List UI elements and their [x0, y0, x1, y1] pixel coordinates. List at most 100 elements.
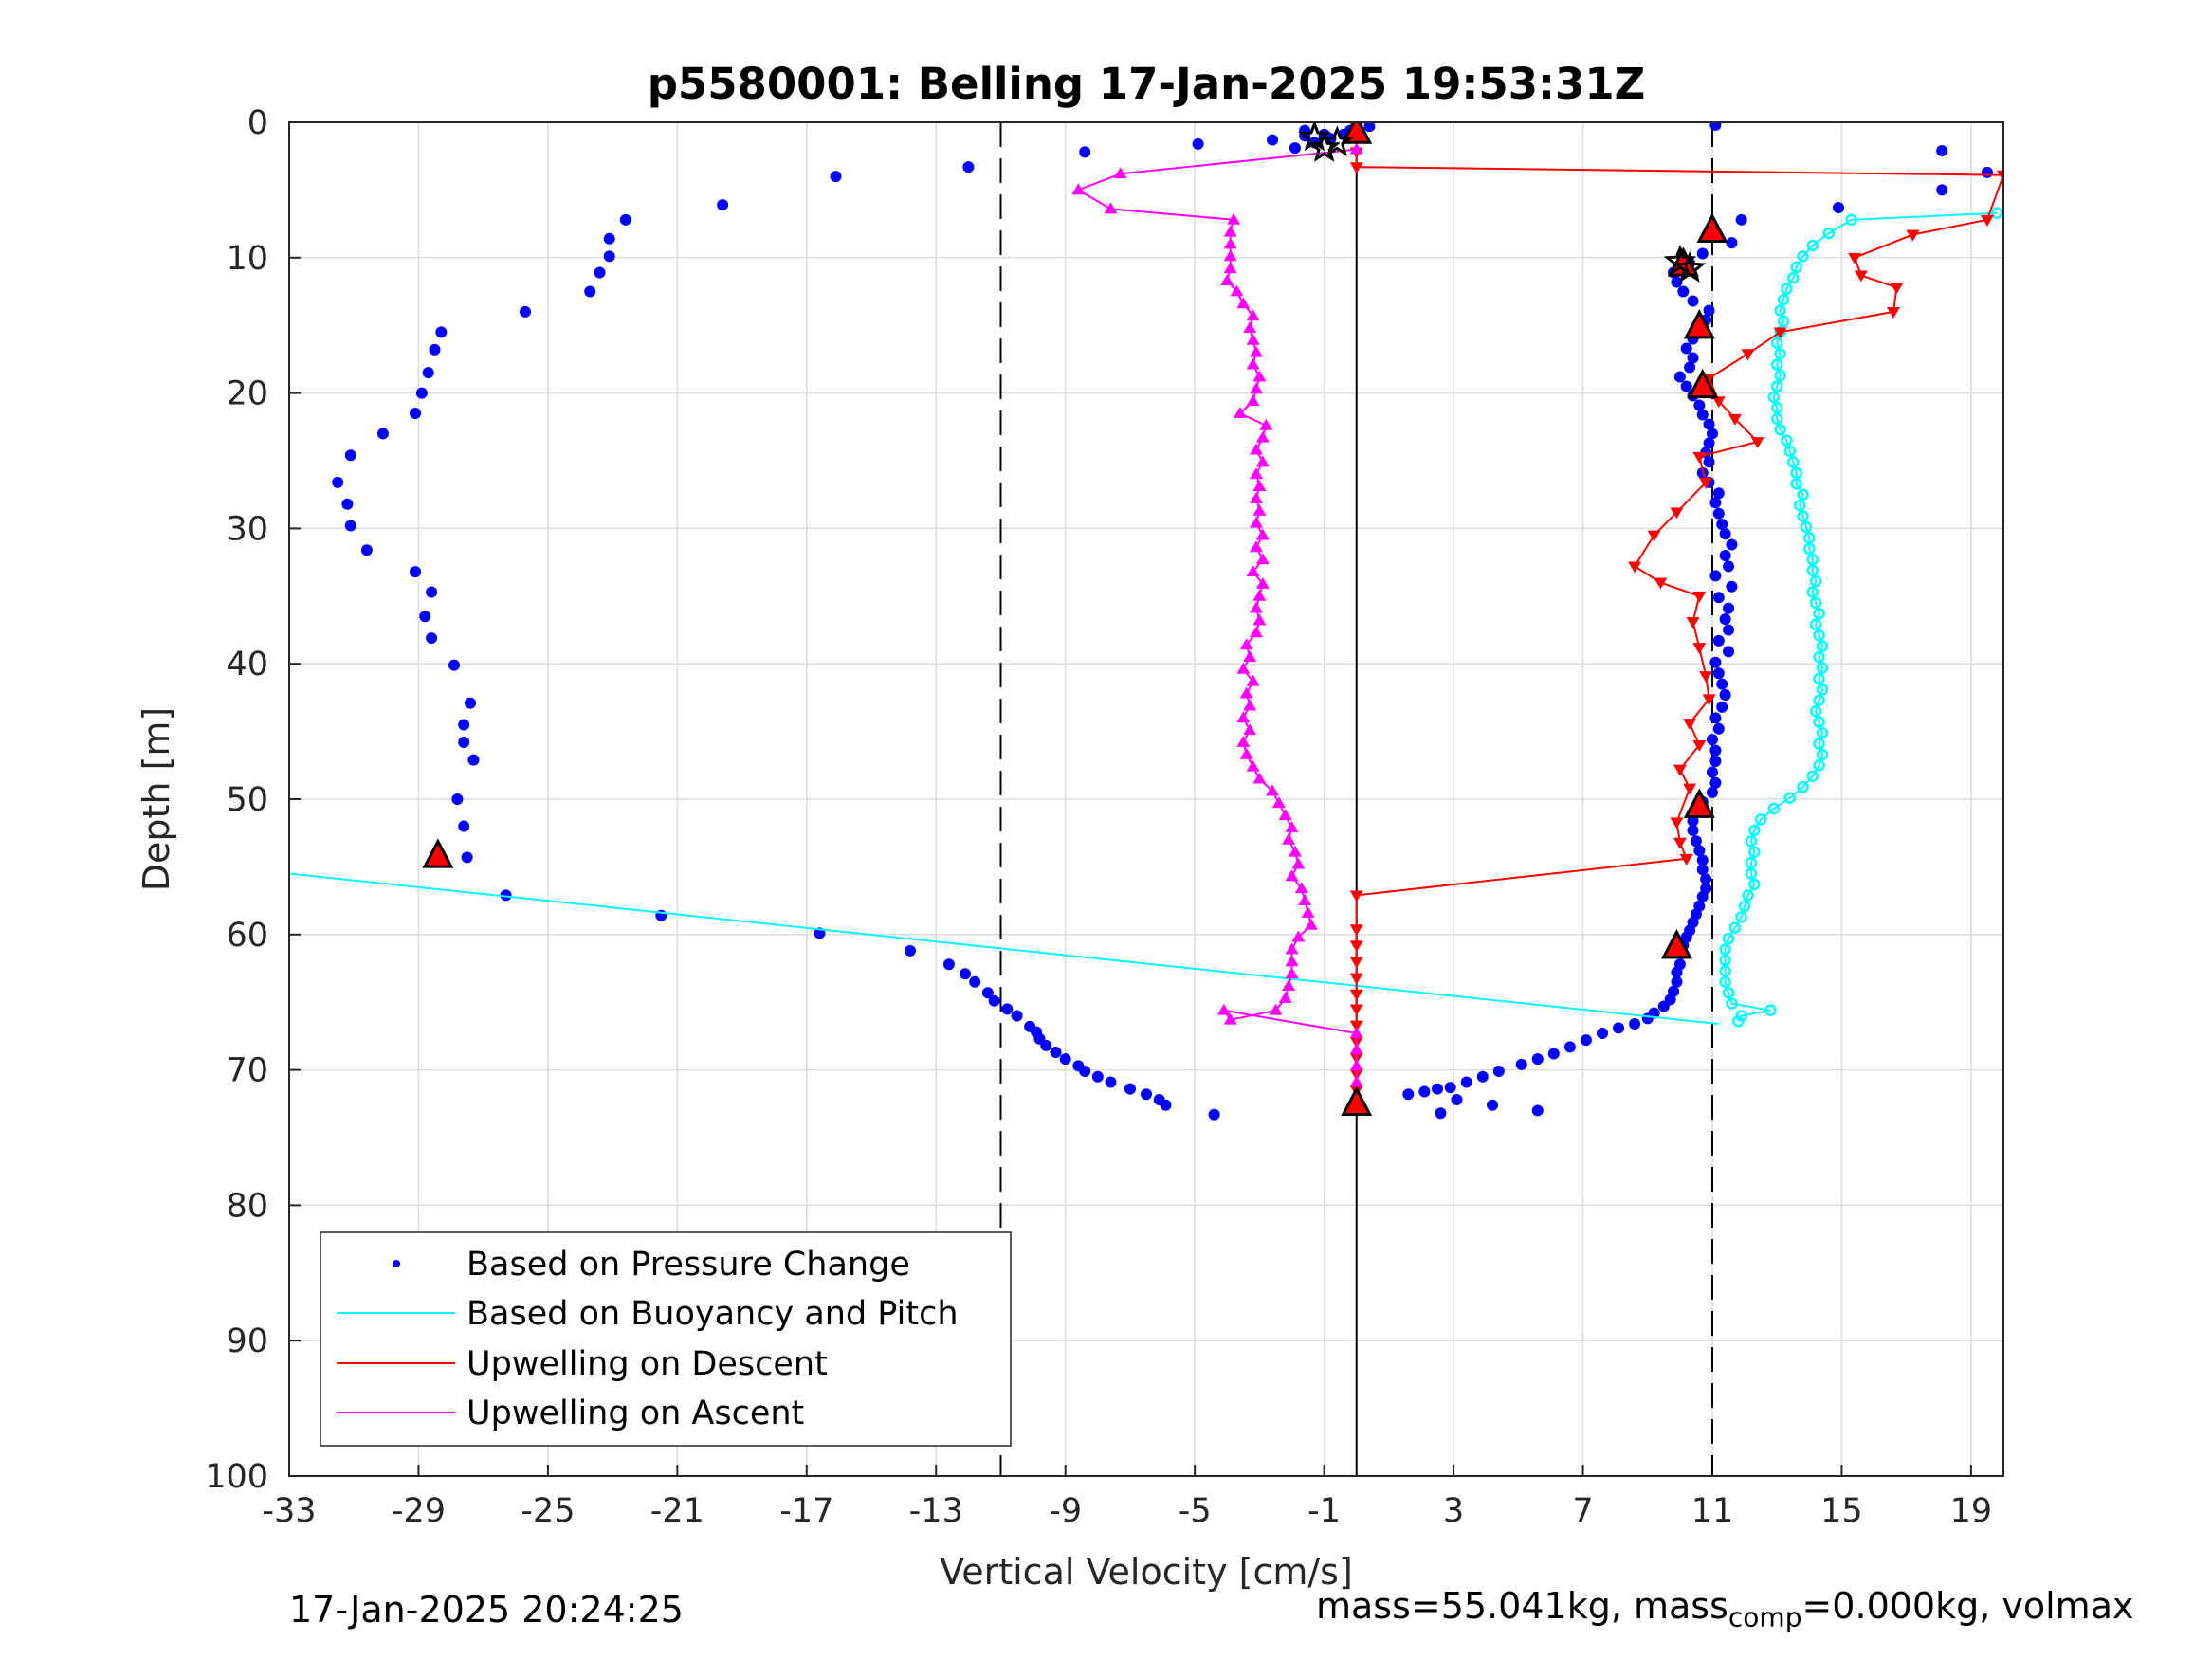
data-point: [1728, 921, 1742, 934]
data-point: [1906, 229, 1920, 242]
data-point: [1243, 321, 1257, 333]
data-point: [1079, 146, 1091, 158]
data-point: [1770, 337, 1783, 350]
data-point: [1803, 532, 1816, 544]
data-point: [1233, 407, 1247, 418]
data-point: [1745, 856, 1758, 869]
data-point: [942, 958, 955, 971]
data-point: [1783, 792, 1797, 804]
highlight-triangle: [1683, 788, 1715, 818]
legend-box: [320, 1231, 1012, 1447]
data-point: [1709, 712, 1722, 724]
data-point: [1349, 1027, 1363, 1038]
data-point: [1816, 748, 1829, 761]
data-point: [1781, 434, 1793, 447]
data-point: [1726, 538, 1738, 551]
x-tick-label: -17: [779, 1492, 833, 1530]
data-point: [1289, 142, 1301, 155]
data-point: [1230, 284, 1244, 297]
data-point: [1679, 853, 1693, 866]
data-point: [1252, 480, 1267, 492]
data-point: [1113, 167, 1127, 179]
data-point: [1267, 134, 1279, 146]
data-point: [1402, 1088, 1415, 1101]
data-point: [1246, 759, 1260, 772]
data-point: [1726, 580, 1738, 592]
data-point: [1487, 1099, 1499, 1111]
data-point: [1492, 1066, 1505, 1078]
data-point: [1304, 918, 1318, 930]
data-point: [1349, 989, 1363, 1001]
data-point: [1223, 262, 1237, 274]
data-point: [1754, 813, 1767, 826]
data-point: [1249, 540, 1263, 553]
data-point: [1349, 1043, 1363, 1055]
data-point: [1246, 565, 1260, 576]
legend-entry-descent: Upwelling on Descent: [466, 1345, 828, 1383]
data-point: [1278, 991, 1292, 1003]
y-tick-label: 60: [226, 917, 268, 955]
data-point: [603, 232, 615, 245]
data-point: [1745, 867, 1758, 880]
data-point: [1432, 1083, 1444, 1095]
data-point: [1668, 985, 1680, 997]
data-point: [717, 199, 729, 211]
data-point: [1816, 726, 1829, 739]
data-point: [1735, 213, 1747, 226]
data-point: [410, 408, 422, 420]
data-point: [1716, 701, 1728, 713]
data-point: [1816, 684, 1829, 696]
data-point: [1444, 1082, 1456, 1094]
legend: Based on Pressure Change Based on Buoyan…: [320, 1231, 1012, 1447]
data-point: [830, 171, 842, 183]
data-point: [1291, 930, 1306, 942]
data-point: [1854, 270, 1868, 283]
data-point: [1706, 734, 1718, 746]
data-point: [1563, 1041, 1576, 1053]
data-point: [1692, 739, 1707, 752]
data-point: [1770, 380, 1783, 392]
data-point: [1696, 247, 1709, 260]
x-tick-label: 7: [1572, 1492, 1593, 1530]
data-point: [1822, 227, 1836, 240]
data-point: [1723, 560, 1735, 573]
data-point: [1547, 1048, 1560, 1060]
data-point: [1687, 814, 1699, 827]
data-point: [426, 586, 438, 598]
data-point: [1703, 418, 1715, 430]
data-point: [435, 326, 448, 338]
data-point: [1050, 1047, 1062, 1059]
data-point: [1349, 940, 1363, 953]
data-point: [1249, 467, 1263, 480]
data-point: [1301, 905, 1315, 918]
data-point: [1673, 764, 1687, 776]
data-point: [1790, 478, 1802, 490]
data-point: [1712, 667, 1725, 680]
data-point: [1816, 662, 1829, 674]
data-point: [1671, 975, 1683, 988]
x-tick-label: -9: [1049, 1492, 1082, 1530]
data-point: [1628, 561, 1642, 574]
data-point: [1774, 347, 1786, 360]
data-point: [1790, 466, 1802, 480]
data-point: [1252, 613, 1267, 626]
data-point: [1890, 283, 1904, 295]
data-point: [1236, 297, 1251, 309]
data-point: [1285, 967, 1299, 979]
data-point: [1735, 910, 1747, 923]
star-marker: [1307, 130, 1341, 162]
data-point: [1239, 638, 1253, 650]
data-point: [1816, 640, 1829, 652]
data-point: [1285, 820, 1299, 832]
data-point: [1813, 672, 1825, 685]
x-tick-label: 3: [1443, 1492, 1464, 1530]
data-point: [1706, 786, 1718, 798]
data-point: [1712, 487, 1725, 500]
data-point: [1687, 824, 1699, 836]
data-point: [1806, 553, 1819, 566]
data-point: [1722, 932, 1735, 945]
mass-subscript: comp: [1728, 1601, 1802, 1633]
data-point: [1418, 1085, 1431, 1098]
data-point: [1236, 662, 1251, 674]
data-point: [1104, 202, 1118, 214]
